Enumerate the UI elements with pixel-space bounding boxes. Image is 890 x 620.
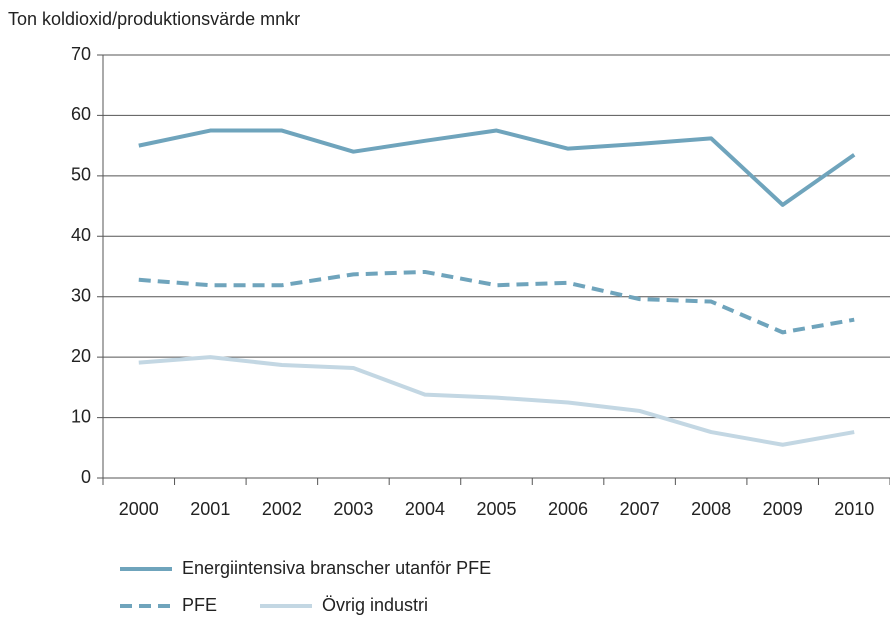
x-tick-label: 2005 <box>476 499 516 519</box>
y-tick-label: 60 <box>71 104 91 124</box>
x-tick-label: 2004 <box>405 499 445 519</box>
x-tick-label: 2006 <box>548 499 588 519</box>
x-tick-label: 2007 <box>620 499 660 519</box>
y-tick-label: 40 <box>71 225 91 245</box>
legend-label: Övrig industri <box>322 595 428 615</box>
x-tick-label: 2001 <box>190 499 230 519</box>
legend-label: Energiintensiva branscher utanför PFE <box>182 558 491 578</box>
legend-label: PFE <box>182 595 217 615</box>
x-tick-label: 2008 <box>691 499 731 519</box>
line <box>138 128 856 207</box>
y-tick-label: 20 <box>71 346 91 366</box>
line <box>138 269 855 335</box>
x-tick-label: 2009 <box>763 499 803 519</box>
y-tick-label: 10 <box>71 406 91 426</box>
x-tick-label: 2002 <box>262 499 302 519</box>
axis-label: Ton koldioxid/produktionsvärde mnkr <box>8 9 300 29</box>
x-tick-label: 2000 <box>119 499 159 519</box>
line <box>138 355 855 447</box>
y-tick-label: 30 <box>71 285 91 305</box>
x-tick-label: 2003 <box>333 499 373 519</box>
y-tick-label: 0 <box>81 467 91 487</box>
x-tick-label: 2010 <box>834 499 874 519</box>
y-tick-label: 50 <box>71 165 91 185</box>
y-tick-label: 70 <box>71 44 91 64</box>
